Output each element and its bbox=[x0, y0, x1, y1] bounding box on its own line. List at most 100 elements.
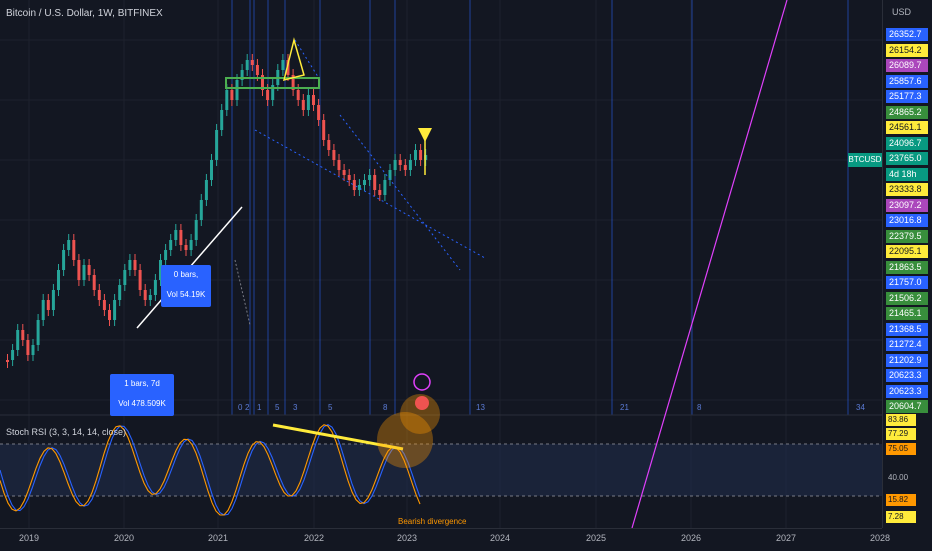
candle-body bbox=[301, 100, 305, 110]
lightning-icon bbox=[413, 373, 431, 391]
candle-body bbox=[21, 330, 25, 340]
candle-body bbox=[388, 170, 392, 180]
candle-body bbox=[72, 240, 76, 260]
candle-body bbox=[67, 240, 71, 250]
candle-body bbox=[16, 330, 20, 350]
rsi-value-tag: 75.05 bbox=[886, 443, 916, 455]
price-tag: 23016.8 bbox=[886, 214, 928, 227]
candle-body bbox=[164, 250, 168, 260]
dotted-line bbox=[234, 259, 251, 326]
price-tag: 25857.6 bbox=[886, 74, 928, 88]
candle-body bbox=[82, 265, 86, 280]
channel-line bbox=[254, 129, 486, 259]
candle-body bbox=[393, 160, 397, 170]
candle-body bbox=[225, 90, 229, 110]
year-tick-label: 2023 bbox=[396, 533, 418, 543]
candle-body bbox=[77, 260, 81, 280]
candle-body bbox=[281, 60, 285, 70]
price-tag: 24096.7 bbox=[886, 136, 928, 150]
rsi-line bbox=[0, 423, 421, 516]
price-tag: 22379.5 bbox=[886, 229, 928, 243]
divergence-annotation: Bearish divergence bbox=[398, 517, 467, 526]
green-zone bbox=[225, 77, 320, 89]
candle-body bbox=[398, 160, 402, 165]
candle-body bbox=[373, 175, 377, 190]
time-axis[interactable] bbox=[0, 528, 882, 551]
price-tag: 21863.5 bbox=[886, 260, 928, 274]
price-tag: 21272.4 bbox=[886, 338, 928, 351]
year-tick-label: 2024 bbox=[489, 533, 511, 543]
candle-body bbox=[210, 160, 213, 180]
divergence-trendline bbox=[272, 423, 404, 451]
candle-body bbox=[255, 65, 259, 75]
candle-body bbox=[31, 345, 35, 355]
price-tag: 21368.5 bbox=[886, 322, 928, 336]
channel-line bbox=[294, 39, 321, 81]
price-tag: 26089.7 bbox=[886, 59, 928, 72]
candle-body bbox=[92, 275, 96, 290]
cycle-number-label: 3 bbox=[293, 403, 298, 412]
candle-body bbox=[312, 95, 315, 105]
price-tag: 21465.1 bbox=[886, 307, 928, 320]
candle-body bbox=[235, 80, 239, 100]
bars-count-label: 1 bars, 7d bbox=[124, 379, 160, 388]
cycle-number-label: 34 bbox=[856, 403, 865, 412]
candle-body bbox=[317, 105, 321, 120]
price-tag: 21506.2 bbox=[886, 291, 928, 305]
price-tag: 21202.9 bbox=[886, 353, 928, 367]
candle-body bbox=[271, 85, 275, 100]
price-tag: 21757.0 bbox=[886, 276, 928, 289]
price-tag: 26352.7 bbox=[886, 28, 928, 41]
year-tick-label: 2021 bbox=[207, 533, 229, 543]
candle-body bbox=[36, 320, 40, 345]
price-tag: 20604.7 bbox=[886, 400, 928, 413]
candle-body bbox=[128, 260, 132, 270]
candle-body bbox=[184, 245, 188, 250]
main-plot[interactable] bbox=[0, 0, 882, 528]
price-axis[interactable] bbox=[882, 0, 932, 528]
bars-measure-box-1: 0 bars, Vol 54.19K bbox=[161, 265, 211, 307]
candle-body bbox=[408, 160, 412, 170]
candle-body bbox=[291, 75, 295, 90]
candle-body bbox=[194, 220, 198, 240]
candle-body bbox=[327, 140, 331, 150]
candle-body bbox=[26, 340, 30, 355]
candle-body bbox=[230, 90, 234, 100]
candle-body bbox=[108, 310, 111, 320]
candle-body bbox=[113, 300, 117, 320]
price-tag: 26154.2 bbox=[886, 43, 928, 57]
price-tag: 23333.8 bbox=[886, 183, 928, 196]
bars-count-label: 0 bars, bbox=[173, 270, 199, 279]
candle-body bbox=[159, 260, 162, 280]
price-tag: 24561.1 bbox=[886, 121, 928, 134]
candle-body bbox=[347, 175, 351, 180]
candle-body bbox=[261, 75, 264, 90]
rsi-band bbox=[0, 444, 882, 496]
candle-body bbox=[419, 150, 423, 160]
candle-body bbox=[179, 230, 183, 245]
candle-body bbox=[87, 265, 91, 275]
candle-body bbox=[148, 295, 152, 300]
symbol-badge: BTCUSD bbox=[848, 153, 882, 167]
bars-volume-label: Vol 478.509K bbox=[118, 399, 166, 408]
cycle-number-label: 8 bbox=[697, 403, 702, 412]
candle-body bbox=[286, 60, 290, 75]
price-tag: 4d 18h bbox=[886, 167, 928, 181]
candle-body bbox=[57, 270, 60, 290]
candle-body bbox=[102, 300, 106, 310]
currency-label: USD bbox=[892, 7, 912, 17]
year-tick-label: 2028 bbox=[869, 533, 891, 543]
chart-title: Bitcoin / U.S. Dollar, 1W, BITFINEX bbox=[6, 8, 163, 19]
candle-body bbox=[6, 360, 9, 362]
candle-body bbox=[174, 230, 178, 240]
candle-body bbox=[220, 110, 224, 130]
rsi-value-tag: 15.82 bbox=[886, 494, 916, 506]
candle-body bbox=[143, 290, 147, 300]
cycle-number-label: 21 bbox=[620, 403, 629, 412]
candle-body bbox=[138, 270, 142, 290]
candle-body bbox=[357, 185, 361, 190]
rsi-line bbox=[0, 424, 421, 516]
candle-body bbox=[337, 160, 341, 170]
cycle-number-label: 5 bbox=[275, 403, 280, 412]
